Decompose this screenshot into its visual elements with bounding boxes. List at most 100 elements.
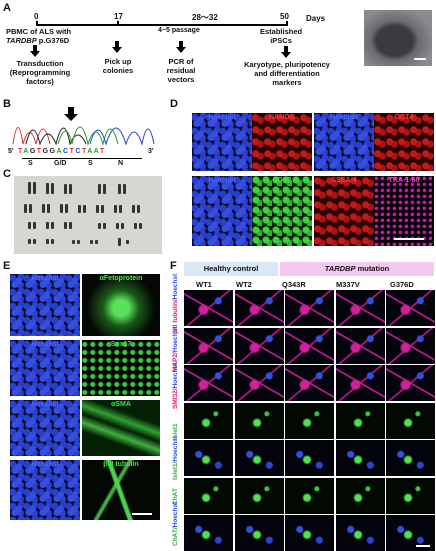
image-asma: αSMA: [82, 400, 160, 456]
image-islet1-wt2: [234, 402, 284, 439]
row-label-b: Hoechst: [172, 326, 179, 353]
image-map2-wt1: [184, 327, 233, 364]
down-arrow-icon: [112, 41, 122, 53]
col-wt2: WT2: [236, 280, 252, 289]
step-line: Karyotype, pluripotency: [244, 60, 330, 69]
image-islet1-wt1: [184, 402, 233, 439]
image-chat-g376d: [386, 477, 435, 514]
panel-label-f: F: [170, 260, 177, 272]
base: C: [63, 148, 70, 155]
image-chat-wt1: [184, 477, 233, 514]
step-line: Transduction: [16, 59, 64, 68]
image-hoechst-nanog: Hoechst: [192, 113, 252, 171]
row-label-a: SMI32/: [172, 388, 179, 409]
step-line: PCR of: [168, 57, 194, 66]
stain-label: βIII tubulin: [103, 461, 139, 468]
image-map2-q343r: [285, 327, 334, 364]
step-transduction: Transduction (Reprogramming factors): [4, 59, 76, 86]
panel-label-e: E: [3, 260, 11, 272]
image-islet1-hoechst-wt2: [234, 440, 284, 476]
image-hoechst-oct4: Hoechst: [314, 113, 374, 171]
down-arrow-icon: [176, 41, 186, 53]
image-sox17: Sox17: [82, 340, 160, 396]
base: G: [29, 148, 37, 155]
image-hoechst-sox2: Hoechst: [192, 176, 252, 246]
codon-underline: [22, 158, 142, 159]
base: T: [99, 148, 106, 155]
base: A: [23, 148, 30, 155]
group-tardbp-mutation: TARDBP mutation: [280, 262, 434, 276]
base: G: [42, 148, 50, 155]
prime-3: 3': [148, 148, 154, 155]
down-arrow-icon: [281, 46, 291, 58]
stain-label: OCT4: [394, 114, 414, 121]
scale-bar: [132, 513, 152, 515]
scale-bar: [416, 545, 430, 547]
pbmc-text: PBMC of ALS with: [6, 27, 72, 36]
row-label-biii-tubulin: βIII tubulin/Hoechst: [172, 274, 179, 334]
pbmc-mutation: p.G376D: [38, 36, 70, 45]
image-smi32-wt2: [234, 365, 284, 401]
image-chat-m337v: [335, 477, 385, 514]
stain-label: αSMA: [111, 401, 131, 408]
base: A: [93, 148, 100, 155]
image-chat-q343r: [285, 477, 334, 514]
image-map2-wt2: [234, 327, 284, 364]
image-smi32-g376d: [386, 365, 435, 401]
timeline-tick: [286, 21, 288, 25]
step-line: (Reprogramming: [9, 68, 71, 77]
image-biii-tubulin-q343r: [285, 290, 334, 326]
image-chat-hoechst-wt1: [184, 515, 233, 551]
col-m337v: M337V: [336, 280, 360, 289]
established-label: Established iPSCs: [260, 27, 302, 45]
step-line: Pick up: [104, 57, 132, 66]
image-tra-1-60: TRA-1-60: [374, 176, 434, 246]
base: T: [81, 148, 88, 155]
base: T: [69, 148, 76, 155]
timeline-tick: [117, 21, 119, 25]
stain-label: Hoechst: [31, 275, 59, 282]
scale-bar: [414, 58, 426, 60]
image-biii-tubulin-wt2: [234, 290, 284, 326]
stain-label: SOX2: [272, 177, 292, 184]
step-line: residual: [166, 66, 196, 75]
gene-name: TARDBP: [324, 264, 356, 273]
step-pcr: PCR of residual vectors: [156, 57, 206, 84]
karyotype-image: [14, 176, 162, 254]
base: A: [56, 148, 64, 155]
image-islet1-hoechst-q343r: [285, 440, 334, 476]
pbmc-gene: TARDBP: [6, 36, 37, 45]
stain-label: Hoechst: [31, 341, 59, 348]
stain-label: Hoechst: [208, 114, 236, 121]
step-line: vectors: [167, 75, 195, 84]
step-pick-up: Pick up colonies: [94, 57, 142, 75]
row-label-a: Islet1/: [172, 461, 179, 480]
day-28-32: 28～32: [192, 13, 218, 22]
image-sox2: SOX2: [252, 176, 312, 246]
base: C: [75, 148, 82, 155]
stain-label: αFetoprotein: [99, 275, 143, 282]
row-label-b: Hoechst: [172, 362, 179, 389]
col-g376d: G376D: [390, 280, 414, 289]
image-map2-g376d: [386, 327, 435, 364]
codon-s2: S: [88, 160, 93, 167]
image-e-hoechst-3: Hoechst: [10, 400, 80, 456]
established-text: Established: [260, 27, 303, 36]
image-islet1-g376d: [386, 402, 435, 439]
image-nanog: NANOG: [252, 113, 312, 171]
base: T: [18, 148, 24, 155]
stain-label: Hoechst: [31, 401, 59, 408]
image-islet1-q343r: [285, 402, 334, 439]
image-chat-hoechst-wt2: [234, 515, 284, 551]
image-oct4: OCT4: [374, 113, 434, 171]
row-label-b: Hoechst: [172, 273, 179, 300]
codon-s1: S: [28, 160, 33, 167]
image-e-hoechst-2: Hoechst: [10, 340, 80, 396]
days-unit: Days: [306, 14, 326, 23]
ipscs-text: iPSCs: [270, 36, 292, 45]
scale-bar: [394, 238, 424, 240]
image-e-hoechst-4: Hoechst: [10, 460, 80, 520]
image-smi32-m337v: [335, 365, 385, 401]
image-map2-m337v: [335, 327, 385, 364]
prime-5: 5': [8, 148, 14, 155]
